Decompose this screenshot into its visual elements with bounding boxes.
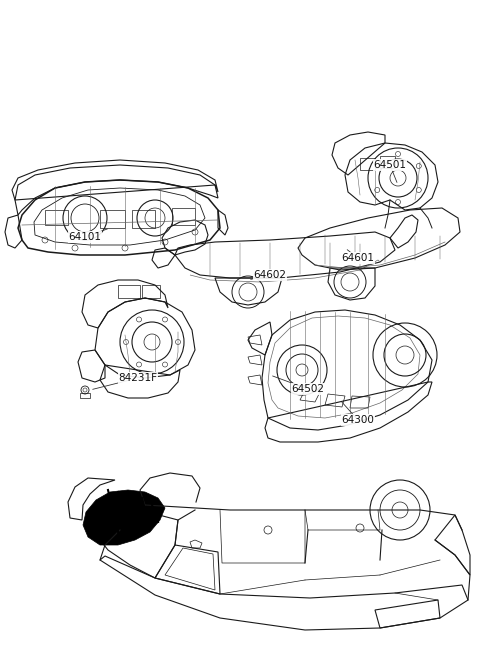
Text: 64300: 64300: [342, 415, 374, 425]
Text: 64602: 64602: [253, 270, 287, 280]
Text: 64501: 64501: [373, 160, 407, 170]
Text: 84231F: 84231F: [119, 373, 157, 383]
Text: 64502: 64502: [291, 384, 324, 394]
Text: 64601: 64601: [341, 253, 374, 263]
Polygon shape: [83, 490, 165, 545]
Text: 64101: 64101: [69, 232, 101, 242]
